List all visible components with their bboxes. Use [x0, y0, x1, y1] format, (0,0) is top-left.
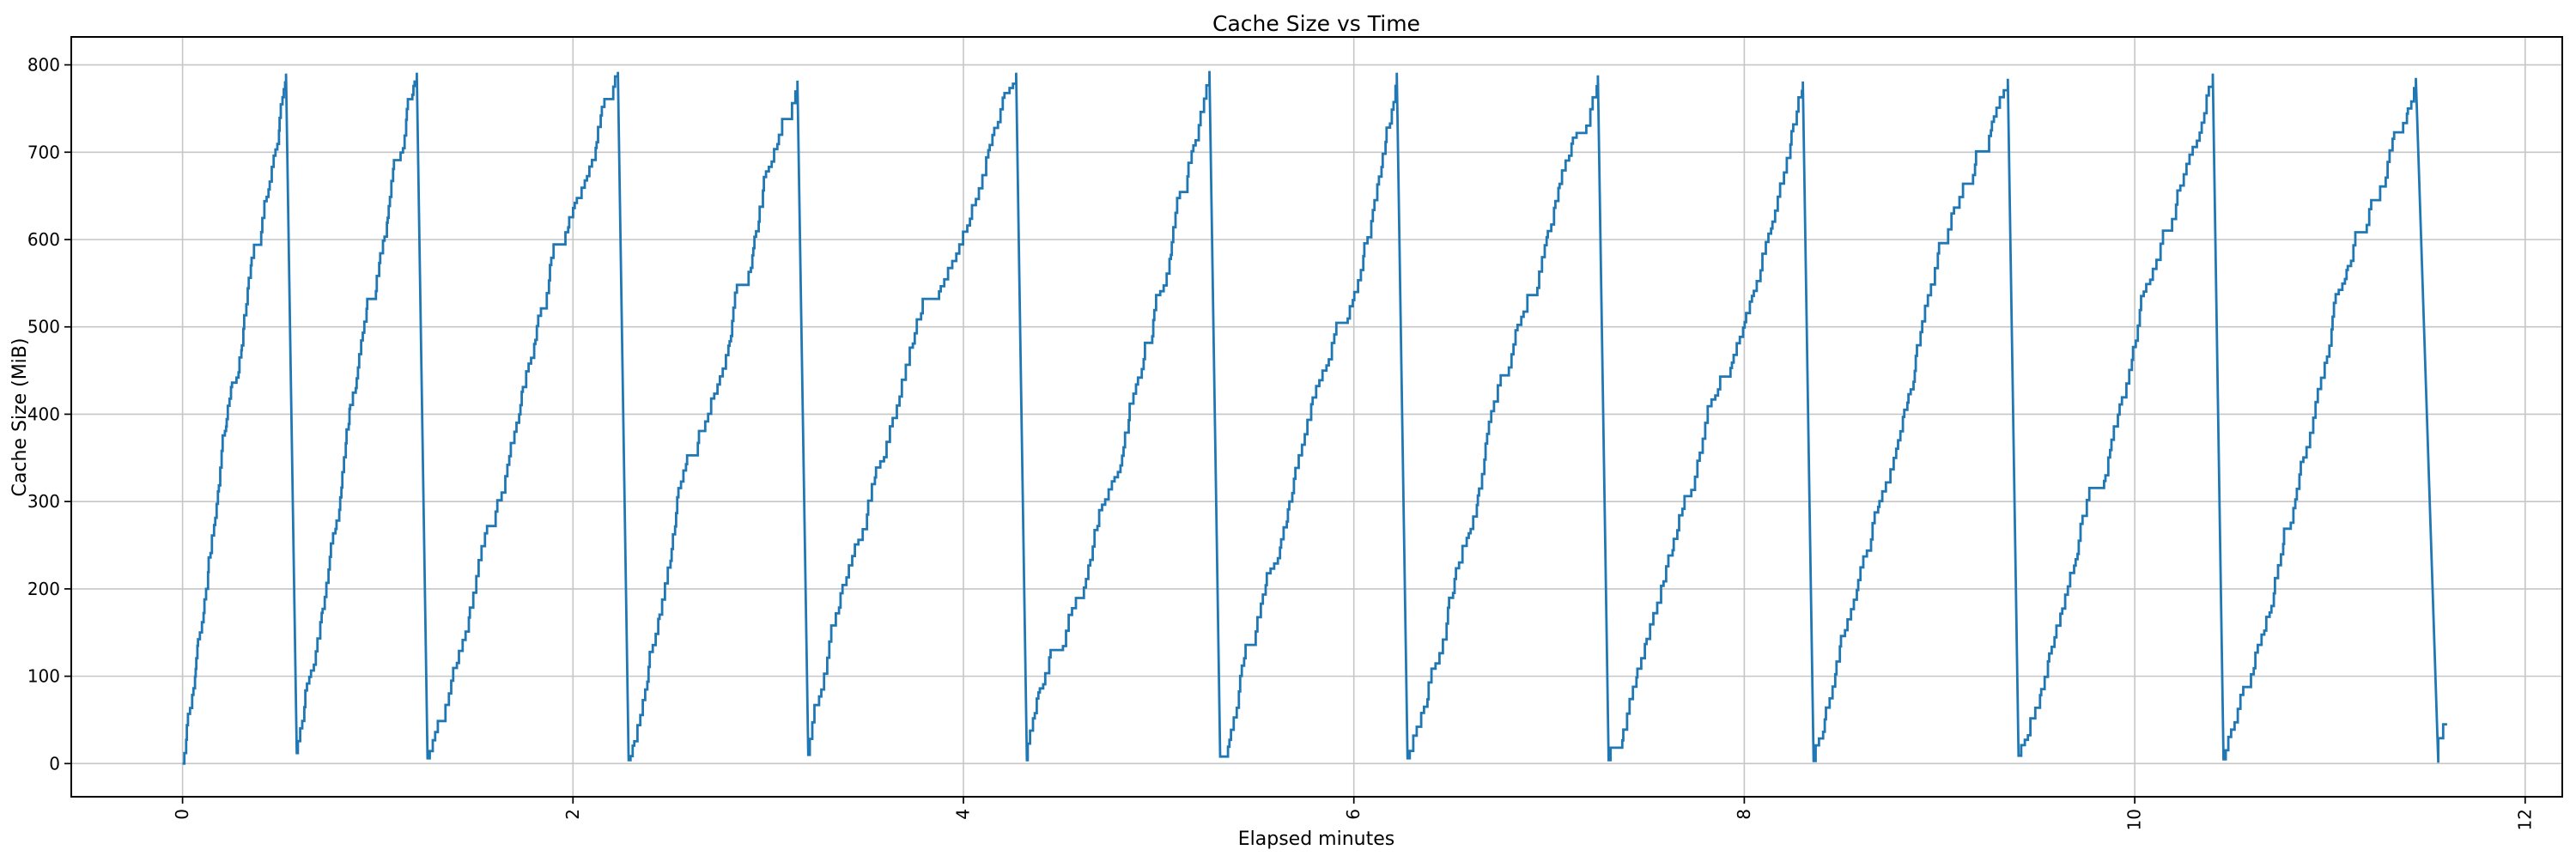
- y-tick-label: 800: [27, 55, 60, 76]
- x-tick-label: 0: [172, 809, 192, 820]
- x-tick-label: 8: [1734, 809, 1754, 820]
- y-tick-label: 700: [27, 142, 60, 162]
- x-tick-label: 12: [2514, 809, 2535, 830]
- x-tick-label: 2: [562, 809, 583, 820]
- y-tick-label: 500: [27, 317, 60, 337]
- plot-box: [70, 36, 2563, 798]
- axes-layer: [70, 36, 2563, 798]
- x-tick-label: 10: [2124, 809, 2145, 830]
- x-tick-label: 4: [952, 809, 973, 820]
- y-tick-label: 200: [27, 579, 60, 599]
- tick-layer: 0 2 4 6 8 10 12 0 100 200 300 400 500 600 700 800: [27, 55, 2535, 831]
- y-tick-label: 600: [27, 229, 60, 250]
- y-tick-label: 400: [27, 404, 60, 424]
- x-axis-label: Elapsed minutes: [1238, 829, 1394, 850]
- chart-title: Cache Size vs Time: [1212, 11, 1420, 36]
- series-line: [182, 70, 2447, 765]
- y-tick-label: 300: [27, 491, 60, 512]
- x-tick-label: 6: [1343, 809, 1364, 820]
- data-layer: [182, 70, 2447, 765]
- y-axis-label: Cache Size (MiB): [9, 338, 31, 497]
- grid-layer: [71, 37, 2562, 797]
- y-tick-label: 100: [27, 666, 60, 687]
- y-tick-label: 0: [49, 753, 60, 774]
